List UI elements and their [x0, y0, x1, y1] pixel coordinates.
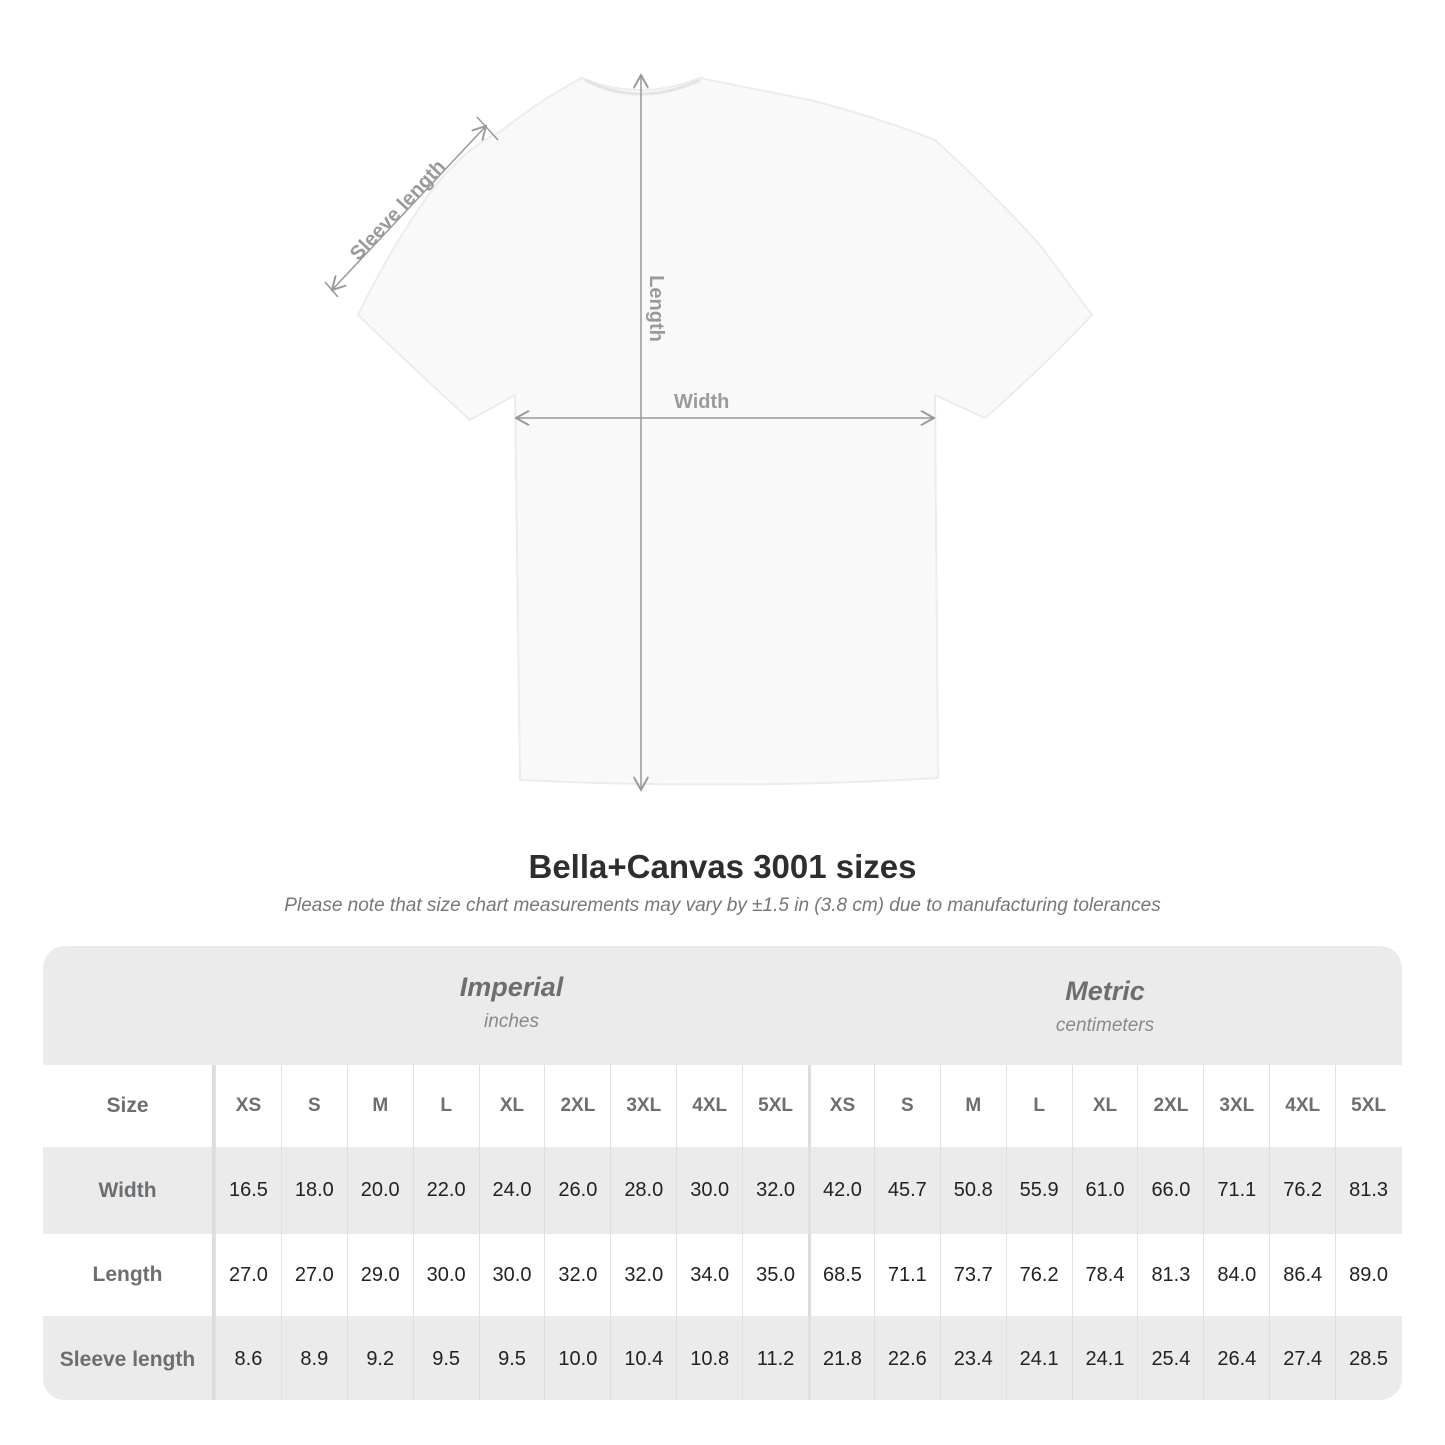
- imperial-value: 8.9: [280, 1316, 347, 1400]
- imperial-value: 35.0: [742, 1234, 808, 1316]
- size-metric-header: 4XL: [1269, 1065, 1335, 1147]
- size-metric-header: XS: [808, 1065, 874, 1147]
- metric-value: 45.7: [873, 1147, 940, 1234]
- size-metric-header: M: [939, 1065, 1006, 1147]
- tshirt-illustration: [324, 0, 1094, 820]
- imperial-value: 32.0: [742, 1147, 808, 1234]
- imperial-value: 11.2: [742, 1316, 808, 1400]
- metric-value: 78.4: [1071, 1234, 1138, 1316]
- imperial-value: 29.0: [346, 1234, 413, 1316]
- metric-value: 89.0: [1335, 1234, 1401, 1316]
- sleeve-arrow: [332, 126, 486, 290]
- metric-value: 76.2: [1005, 1234, 1072, 1316]
- imperial-value: 30.0: [478, 1234, 545, 1316]
- metric-value: 27.4: [1269, 1316, 1335, 1400]
- size-grid: Size XS S M L XL 2XL 3XL 4XL 5XL XS S M L XL 2XL 3XL 4XL 5…: [43, 1065, 1402, 1400]
- tolerance-note: Please note that size chart measurements…: [284, 895, 1161, 916]
- size-header-row: Size XS S M L XL 2XL 3XL 4XL 5XL XS S M L XL 2XL 3XL 4XL 5…: [43, 1065, 1402, 1147]
- metric-value: 23.4: [939, 1316, 1006, 1400]
- imperial-value: 10.8: [676, 1316, 742, 1400]
- imperial-value: 26.0: [544, 1147, 610, 1234]
- metric-value: 26.4: [1203, 1316, 1269, 1400]
- imperial-value: 8.6: [215, 1316, 281, 1400]
- imperial-title: Imperial: [459, 972, 564, 1002]
- table-row: Sleeve length 8.6 8.9 9.2 9.5 9.5 10.0 10.4 10.8…: [43, 1316, 1402, 1400]
- metric-header: Metric centimeters: [808, 950, 1402, 1067]
- metric-value: 50.8: [939, 1147, 1006, 1234]
- metric-value: 28.5: [1335, 1316, 1401, 1400]
- metric-value: 25.4: [1137, 1316, 1203, 1400]
- size-imperial-header: L: [412, 1065, 479, 1147]
- imperial-value: 27.0: [215, 1234, 281, 1316]
- metric-value: 81.3: [1137, 1234, 1203, 1316]
- imperial-value: 30.0: [412, 1234, 479, 1316]
- metric-value: 81.3: [1335, 1147, 1401, 1234]
- metric-value: 84.0: [1203, 1234, 1269, 1316]
- row-label: Width: [43, 1147, 215, 1234]
- metric-value: 24.1: [1071, 1316, 1138, 1400]
- table-row: Width 16.5 18.0 20.0 22.0 24.0 26.0 28.0 30.0 32.…: [43, 1147, 1402, 1234]
- imperial-value: 32.0: [610, 1234, 676, 1316]
- imperial-value: 9.5: [412, 1316, 479, 1400]
- imperial-value: 16.5: [215, 1147, 281, 1234]
- size-imperial-header: S: [280, 1065, 347, 1147]
- imperial-value: 28.0: [610, 1147, 676, 1234]
- imperial-unit: inches: [484, 1011, 539, 1032]
- size-label: Size: [43, 1065, 215, 1147]
- metric-value: 73.7: [939, 1234, 1006, 1316]
- metric-unit: centimeters: [1055, 1015, 1155, 1036]
- size-metric-header: 2XL: [1137, 1065, 1203, 1147]
- metric-value: 61.0: [1071, 1147, 1138, 1234]
- size-imperial-header: XL: [478, 1065, 545, 1147]
- imperial-value: 32.0: [544, 1234, 610, 1316]
- metric-value: 55.9: [1005, 1147, 1072, 1234]
- metric-value: 71.1: [1203, 1147, 1269, 1234]
- imperial-value: 18.0: [280, 1147, 347, 1234]
- metric-value: 71.1: [873, 1234, 940, 1316]
- size-imperial-header: 2XL: [544, 1065, 610, 1147]
- tshirt-shape: [356, 76, 1094, 786]
- metric-value: 68.5: [808, 1234, 874, 1316]
- size-metric-header: 3XL: [1203, 1065, 1269, 1147]
- size-metric-header: XL: [1071, 1065, 1138, 1147]
- size-metric-header: S: [873, 1065, 940, 1147]
- imperial-value: 24.0: [478, 1147, 545, 1234]
- imperial-value: 20.0: [346, 1147, 413, 1234]
- row-label: Length: [43, 1234, 215, 1316]
- imperial-value: 9.5: [478, 1316, 545, 1400]
- length-label: Length: [644, 275, 667, 342]
- size-imperial-header: 4XL: [676, 1065, 742, 1147]
- metric-value: 86.4: [1269, 1234, 1335, 1316]
- imperial-header: Imperial inches: [215, 946, 808, 1063]
- size-chart-table: Imperial inches Metric centimeters Size X…: [43, 946, 1402, 1400]
- metric-title: Metric: [1065, 976, 1145, 1006]
- imperial-value: 9.2: [346, 1316, 413, 1400]
- page-title: Bella+Canvas 3001 sizes: [528, 848, 917, 885]
- metric-value: 24.1: [1005, 1316, 1072, 1400]
- metric-value: 22.6: [873, 1316, 940, 1400]
- row-label: Sleeve length: [43, 1316, 215, 1400]
- metric-value: 42.0: [808, 1147, 874, 1234]
- metric-value: 76.2: [1269, 1147, 1335, 1234]
- width-label: Width: [674, 391, 730, 413]
- imperial-value: 10.0: [544, 1316, 610, 1400]
- metric-value: 66.0: [1137, 1147, 1203, 1234]
- size-imperial-header: XS: [215, 1065, 281, 1147]
- size-metric-header: 5XL: [1335, 1065, 1401, 1147]
- size-imperial-header: 3XL: [610, 1065, 676, 1147]
- imperial-value: 30.0: [676, 1147, 742, 1234]
- table-row: Length 27.0 27.0 29.0 30.0 30.0 32.0 32.0 34.0 35…: [43, 1234, 1402, 1316]
- metric-value: 21.8: [808, 1316, 874, 1400]
- imperial-value: 22.0: [412, 1147, 479, 1234]
- imperial-value: 10.4: [610, 1316, 676, 1400]
- imperial-value: 34.0: [676, 1234, 742, 1316]
- imperial-value: 27.0: [280, 1234, 347, 1316]
- size-metric-header: L: [1005, 1065, 1072, 1147]
- size-imperial-header: 5XL: [742, 1065, 808, 1147]
- size-imperial-header: M: [346, 1065, 413, 1147]
